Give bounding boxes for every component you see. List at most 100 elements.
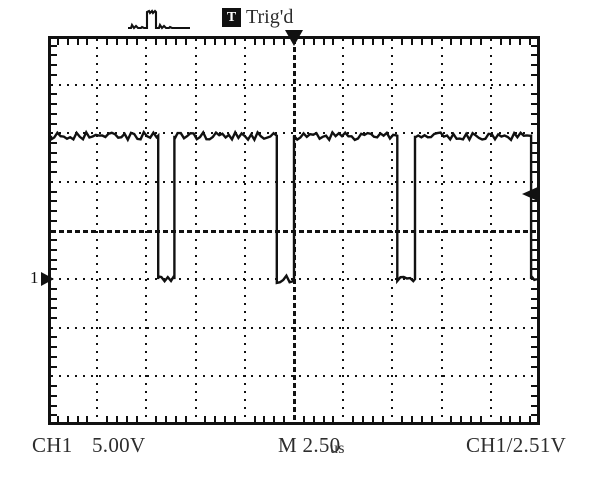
tick-left [51,346,57,349]
tick-top [155,39,158,45]
tick-right [531,317,537,320]
tick-right [531,161,537,164]
tick-left [51,385,57,388]
trigger-status-text: Trig'd [246,6,294,28]
tick-top [312,39,315,45]
tick-right [531,44,537,47]
tick-right [531,200,537,203]
tick-bottom [66,416,69,422]
tick-right [531,365,537,368]
tick-right [531,385,537,388]
tick-top [470,39,473,45]
tick-top [519,39,522,45]
tick-top [214,39,217,45]
tick-left [51,258,57,261]
tick-right [531,54,537,57]
tick-bottom [509,416,512,422]
tick-top [430,39,433,45]
tick-top [66,39,69,45]
tick-bottom [420,416,423,422]
tick-right [531,336,537,339]
tick-top [56,39,59,45]
tick-bottom [499,416,502,422]
tick-bottom [174,416,177,422]
tick-left [51,287,57,290]
tick-top [411,39,414,45]
trigger-level-left-arrow-icon[interactable] [516,184,542,204]
tick-right [531,219,537,222]
graticule-edge-bottom [48,422,540,425]
tick-left [51,336,57,339]
tick-top [352,39,355,45]
tick-bottom [135,416,138,422]
pulse-waveform-icon [128,9,190,30]
readout-channel-label[interactable]: CH1 [32,433,73,457]
tick-bottom [86,416,89,422]
tick-top [263,39,266,45]
tick-bottom [312,416,315,422]
tick-bottom [155,416,158,422]
tick-right [531,141,537,144]
tick-bottom [352,416,355,422]
tick-top [509,39,512,45]
waveform-trace-ch1 [49,129,538,285]
tick-bottom [125,416,128,422]
tick-left [51,404,57,407]
channel-1-ground-marker[interactable]: 1 [30,268,56,290]
readout-timebase-unit: us [330,440,345,457]
scope-graticule [48,36,540,425]
tick-left [51,394,57,397]
tick-top [76,39,79,45]
tick-left [51,307,57,310]
tick-right [531,64,537,67]
readout-channel-scale[interactable]: 5.00V [92,433,146,457]
tick-bottom [56,416,59,422]
tick-bottom [224,416,227,422]
tick-bottom [381,416,384,422]
tick-bottom [253,416,256,422]
tick-right [531,73,537,76]
tick-right [531,287,537,290]
tick-bottom [430,416,433,422]
top-status-bar: T Trig'd [0,0,600,36]
tick-left [51,317,57,320]
tick-top [479,39,482,45]
tick-bottom [371,416,374,422]
tick-left [51,268,57,271]
tick-left [51,248,57,251]
tick-left [51,210,57,213]
tick-left [51,239,57,242]
tick-top [460,39,463,45]
tick-right [531,258,537,261]
graticule-edge-top [48,36,540,39]
tick-right [531,414,537,417]
tick-bottom [460,416,463,422]
tick-right [531,93,537,96]
tick-left [51,103,57,106]
bottom-readout-bar: CH1 5.00V M 2.50 us CH1/2.51V [0,432,600,466]
gridline-horizontal [51,83,537,86]
tick-left [51,365,57,368]
tick-bottom [214,416,217,422]
readout-trigger-level[interactable]: CH1/2.51V [466,433,567,457]
tick-bottom [184,416,187,422]
tick-left [51,44,57,47]
tick-top [283,39,286,45]
tick-bottom [332,416,335,422]
tick-bottom [165,416,168,422]
tick-top [253,39,256,45]
graticule-edge-left [48,36,51,425]
tick-right [531,268,537,271]
tick-top [529,39,532,45]
tick-left [51,414,57,417]
tick-right [531,307,537,310]
tick-right [531,297,537,300]
tick-bottom [302,416,305,422]
tick-top [165,39,168,45]
tick-bottom [204,416,207,422]
tick-bottom [401,416,404,422]
readout-timebase[interactable]: M 2.50 [278,433,341,457]
tick-left [51,190,57,193]
tick-left [51,151,57,154]
tick-bottom [115,416,118,422]
